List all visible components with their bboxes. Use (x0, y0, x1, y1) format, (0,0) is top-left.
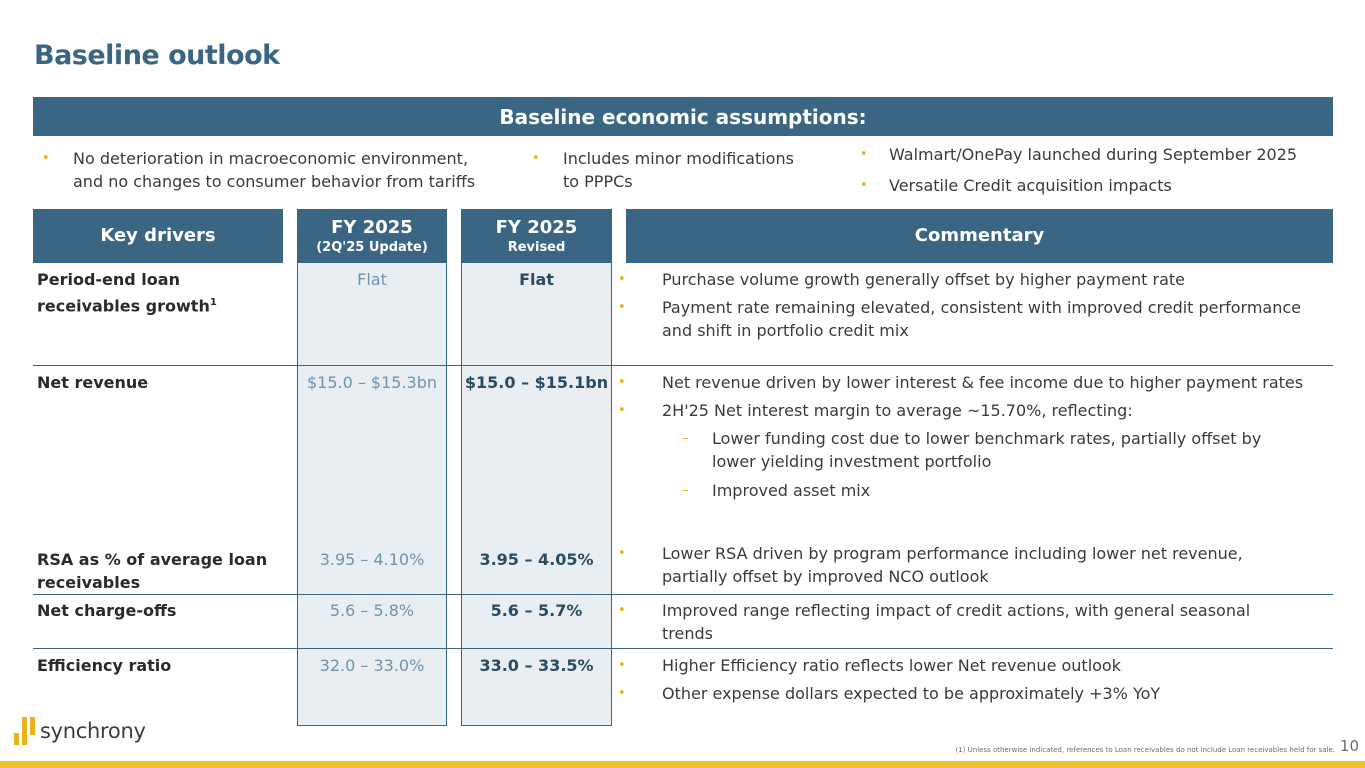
header-fy-new: FY 2025 Revised (461, 209, 612, 263)
assumption-4: Versatile Credit acquisition impacts (860, 174, 1172, 197)
synchrony-logo: synchrony (14, 717, 146, 745)
header-fy-old: FY 2025 (2Q'25 Update) (297, 209, 447, 263)
row-old-efficiency: 32.0 – 33.0% (319, 656, 425, 675)
assumption-2-line-2: to PPPCs (563, 172, 633, 191)
header-commentary-label: Commentary (914, 225, 1045, 246)
assumption-3: Walmart/OnePay launched during September… (860, 143, 1297, 166)
assumption-2-line-1: Includes minor modifications (563, 149, 794, 168)
row-new-net-revenue: $15.0 – $15.1bn (464, 373, 609, 392)
subcomment-net-revenue-1: Lower funding cost due to lower benchmar… (682, 427, 1262, 473)
comment-loan-growth-2-line-2: and shift in portfolio credit mix (662, 321, 909, 340)
row-new-loan-growth: Flat (519, 270, 554, 289)
assumptions-heading: Baseline economic assumptions: (33, 97, 1333, 136)
header-fy-new-sub: Revised (507, 239, 566, 255)
assumption-1-line-1: No deterioration in macroeconomic enviro… (73, 149, 469, 168)
subcomment-net-revenue-1-line-2: lower yielding investment portfolio (712, 452, 992, 471)
comment-nco-1-line-1: Improved range reflecting impact of cred… (662, 601, 1251, 620)
comment-net-revenue-2: 2H'25 Net interest margin to average ~15… (618, 399, 1133, 422)
comment-loan-growth-1: Purchase volume growth generally offset … (618, 268, 1185, 291)
page-number: 10 (1339, 737, 1359, 755)
bottom-accent-bar (0, 761, 1365, 768)
row-label-net-revenue: Net revenue (37, 373, 149, 392)
row-label-loan-growth: Period-end loan receivables growth1 (37, 268, 217, 317)
comment-nco-1: Improved range reflecting impact of cred… (618, 599, 1251, 645)
row-divider (33, 648, 1333, 649)
row-new-rsa: 3.95 – 4.05% (479, 550, 594, 569)
subcomment-net-revenue-1-line-1: Lower funding cost due to lower benchmar… (712, 429, 1262, 448)
row-label-loan-growth-line-2: receivables growth (37, 296, 210, 316)
header-fy-old-sub: (2Q'25 Update) (316, 239, 428, 255)
row-label-loan-growth-line-1: Period-end loan (37, 270, 180, 289)
footnote-marker: 1 (209, 297, 217, 308)
header-key-drivers-label: Key drivers (100, 225, 216, 246)
row-label-rsa-line-2: receivables (37, 573, 141, 592)
synchrony-logo-text: synchrony (40, 719, 146, 743)
row-new-nco: 5.6 – 5.7% (490, 601, 583, 620)
header-fy-old-label: FY 2025 (331, 216, 413, 238)
comment-loan-growth-2-line-1: Payment rate remaining elevated, consist… (662, 298, 1301, 317)
comment-net-revenue-1: Net revenue driven by lower interest & f… (618, 371, 1303, 394)
comment-nco-1-line-2: trends (662, 624, 713, 643)
row-old-net-revenue: $15.0 – $15.3bn (306, 373, 438, 392)
page-title: Baseline outlook (34, 40, 280, 71)
assumption-2: Includes minor modifications to PPPCs (532, 147, 794, 193)
row-label-rsa: RSA as % of average loan receivables (37, 548, 267, 594)
footnote: (1) Unless otherwise indicated, referenc… (955, 746, 1336, 754)
row-new-efficiency: 33.0 – 33.5% (479, 656, 594, 675)
row-label-rsa-line-1: RSA as % of average loan (37, 550, 268, 569)
row-old-nco: 5.6 – 5.8% (329, 601, 415, 620)
comment-rsa-1-line-1: Lower RSA driven by program performance … (662, 544, 1243, 563)
comment-loan-growth-2: Payment rate remaining elevated, consist… (618, 296, 1301, 342)
comment-rsa-1-line-2: partially offset by improved NCO outlook (662, 567, 989, 586)
assumption-1-line-2: and no changes to consumer behavior from… (73, 172, 476, 191)
synchrony-bars-icon (14, 717, 36, 745)
comment-efficiency-2: Other expense dollars expected to be app… (618, 682, 1160, 705)
comment-efficiency-1: Higher Efficiency ratio reflects lower N… (618, 654, 1121, 677)
header-commentary: Commentary (626, 209, 1333, 263)
header-key-drivers: Key drivers (33, 209, 283, 263)
row-old-loan-growth: Flat (357, 270, 387, 289)
row-divider (33, 365, 1333, 366)
row-old-rsa: 3.95 – 4.10% (319, 550, 425, 569)
row-label-nco: Net charge-offs (37, 601, 177, 620)
row-divider (33, 594, 1333, 595)
comment-rsa-1: Lower RSA driven by program performance … (618, 542, 1243, 588)
subcomment-net-revenue-2: Improved asset mix (682, 479, 870, 502)
header-fy-new-label: FY 2025 (495, 216, 578, 238)
row-label-efficiency: Efficiency ratio (37, 656, 172, 675)
assumption-1: No deterioration in macroeconomic enviro… (42, 147, 476, 193)
